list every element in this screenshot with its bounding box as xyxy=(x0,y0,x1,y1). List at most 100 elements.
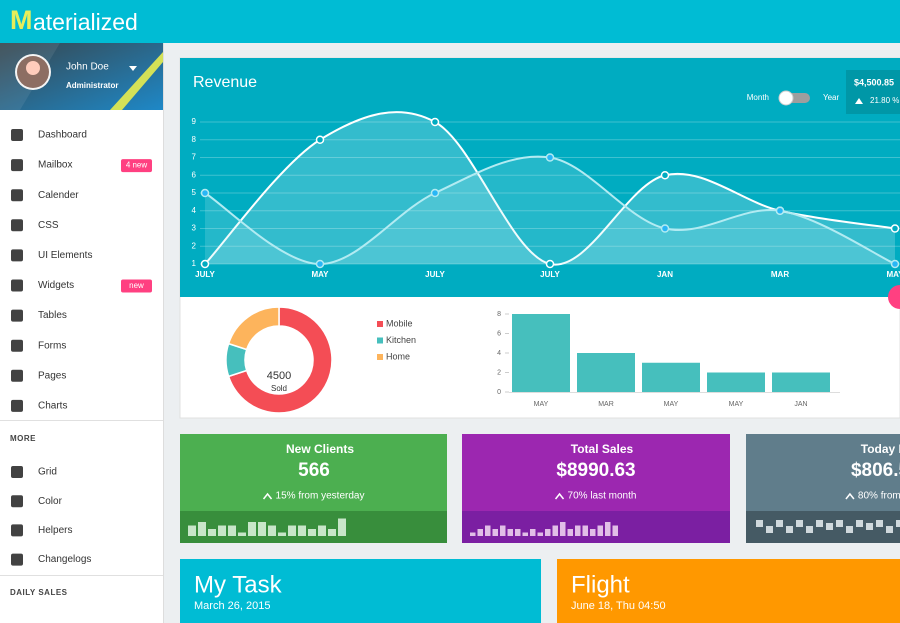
user-dropdown[interactable] xyxy=(129,66,137,71)
spark-bar xyxy=(515,529,521,536)
brand-initial: M xyxy=(10,5,33,35)
menu-icon xyxy=(11,524,23,537)
x-tick-label: MAY xyxy=(664,401,679,408)
x-tick-label: MAR xyxy=(598,401,614,408)
spark-bar xyxy=(537,532,543,536)
x-tick-label: JULY xyxy=(425,270,445,279)
fab-button[interactable] xyxy=(888,285,900,309)
menu-label[interactable]: Widgets xyxy=(38,280,74,291)
menu-label[interactable]: CSS xyxy=(38,220,59,231)
menu-label[interactable]: Grid xyxy=(38,467,57,478)
menu-icon xyxy=(11,466,23,478)
menu-label[interactable]: Charts xyxy=(38,401,67,412)
card-value: 566 xyxy=(298,460,330,481)
menu-label[interactable]: Helpers xyxy=(38,525,72,536)
spark-bar xyxy=(530,529,536,536)
top-bar xyxy=(0,0,900,43)
spark-bar xyxy=(560,522,566,536)
user-panel-stripe xyxy=(110,52,163,110)
bar xyxy=(772,372,830,392)
chevron-up xyxy=(845,492,855,500)
point xyxy=(775,206,785,215)
badge-label: new xyxy=(129,281,144,290)
point xyxy=(890,259,900,269)
task-title: Flight xyxy=(571,571,630,598)
doughnut-slice xyxy=(227,306,333,414)
legend-label: Mobile xyxy=(386,318,413,328)
spark-square xyxy=(816,520,823,527)
y-tick-label: 6 xyxy=(497,330,501,337)
x-tick-label: MAY xyxy=(729,401,744,408)
menu-label[interactable]: Color xyxy=(38,496,63,507)
spark-bar xyxy=(492,529,498,536)
menu-icon xyxy=(11,399,23,412)
menu-icon xyxy=(11,495,23,508)
x-tick-label: JAN xyxy=(794,401,807,408)
point xyxy=(545,259,555,269)
spark-square xyxy=(846,526,853,533)
menu-label[interactable]: UI Elements xyxy=(38,250,92,261)
task-card xyxy=(180,559,541,623)
x-tick-label: JAN xyxy=(657,270,673,279)
x-tick-label: MAY xyxy=(311,270,329,279)
spark-bar xyxy=(477,529,483,536)
spark-square xyxy=(786,526,793,533)
menu-label[interactable]: Calender xyxy=(38,190,79,201)
spark-bar xyxy=(328,529,336,536)
y-tick-label: 2 xyxy=(497,369,501,376)
area xyxy=(205,156,895,264)
spark-bar xyxy=(612,525,618,536)
spark-bar xyxy=(485,525,491,536)
spark-bar xyxy=(605,522,611,536)
spark-bar xyxy=(500,525,506,536)
chevron-up xyxy=(554,492,565,500)
point xyxy=(315,135,325,144)
y-tick-label: 5 xyxy=(192,188,197,197)
legend-label: Kitchen xyxy=(386,335,416,345)
toggle-knob[interactable] xyxy=(778,90,794,106)
card-title: New Clients xyxy=(286,442,354,456)
menu-label[interactable]: Mailbox xyxy=(38,160,72,171)
menu-label[interactable]: Dashboard xyxy=(38,130,87,141)
point xyxy=(660,171,670,180)
spark-bar xyxy=(318,525,326,536)
x-tick-label: JULY xyxy=(540,270,560,279)
task-title: My Task xyxy=(194,571,283,598)
legend-swatch xyxy=(377,337,383,344)
spark-bar xyxy=(470,532,476,536)
doughnut-slice xyxy=(227,306,280,351)
menu-label[interactable]: Changelogs xyxy=(38,554,91,565)
bar xyxy=(707,372,765,392)
bar xyxy=(512,314,570,392)
menu-label[interactable]: Pages xyxy=(38,370,66,381)
spark-bar xyxy=(258,522,266,536)
spark-bar xyxy=(278,532,286,536)
chevron-up xyxy=(262,492,273,500)
point xyxy=(200,259,210,269)
menu-label[interactable]: Forms xyxy=(38,340,66,351)
y-tick-label: 7 xyxy=(192,153,197,162)
doughnut-center-value: 4500 xyxy=(267,370,291,382)
spark-bar xyxy=(575,525,581,536)
spark-bar xyxy=(248,522,256,536)
spark-square xyxy=(766,526,773,533)
menu-icon xyxy=(11,309,23,322)
spark-square xyxy=(806,526,813,533)
spark-square xyxy=(876,520,883,527)
spark-bar xyxy=(288,525,296,536)
spark-bar xyxy=(582,525,588,536)
spark-bar xyxy=(238,532,246,536)
brand-name: aterialized xyxy=(33,9,138,35)
point xyxy=(545,153,555,162)
legend-swatch xyxy=(377,354,383,360)
toggle-label: Year xyxy=(823,93,840,102)
card-subtitle: 70% last month xyxy=(568,491,637,502)
spark-bar xyxy=(522,532,528,536)
menu-label[interactable]: Tables xyxy=(38,310,67,321)
revenue-amount: $4,500.85 xyxy=(854,77,894,87)
menu-icon xyxy=(11,279,23,292)
user-name: John Doe xyxy=(66,62,109,73)
menu-icon xyxy=(11,159,23,172)
